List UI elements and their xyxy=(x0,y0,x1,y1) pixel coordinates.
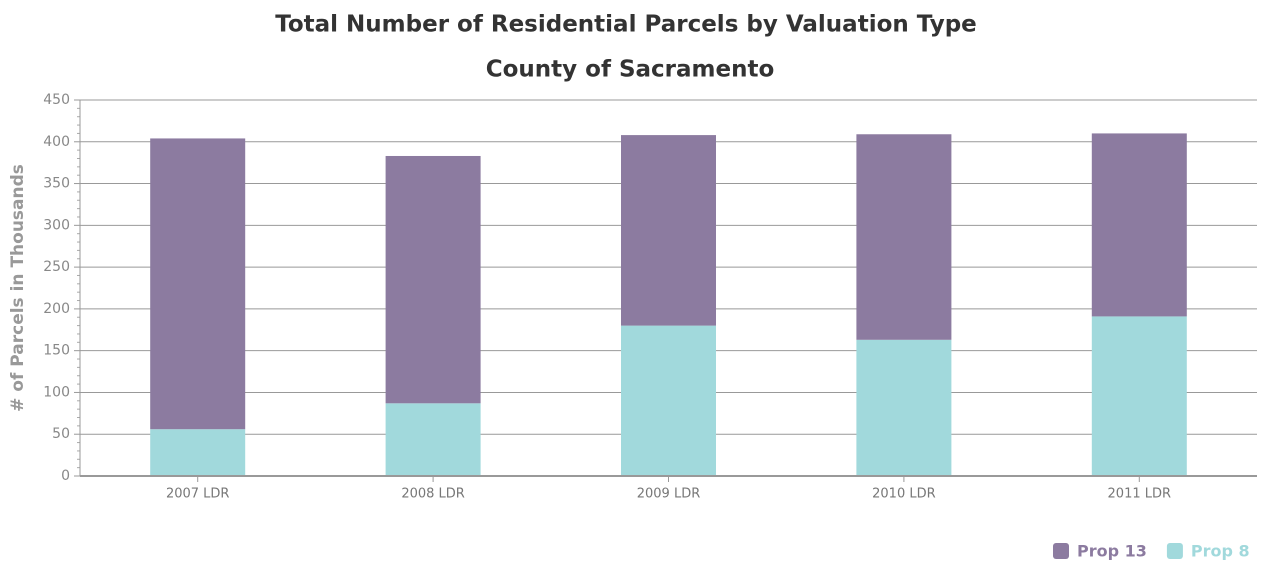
y-tick-label: 50 xyxy=(52,426,70,442)
y-tick-label: 450 xyxy=(43,92,70,108)
legend-swatch xyxy=(1053,543,1069,559)
x-tick-label: 2009 LDR xyxy=(637,487,701,502)
y-tick-label: 100 xyxy=(43,384,70,400)
chart-title: Total Number of Residential Parcels by V… xyxy=(275,12,977,38)
y-tick-label: 150 xyxy=(43,343,70,359)
bar-segment xyxy=(856,134,952,340)
y-tick-label: 200 xyxy=(43,301,70,317)
y-tick-label: 350 xyxy=(43,176,70,192)
y-axis-label: # of Parcels in Thousands xyxy=(8,164,28,412)
bar-segment xyxy=(856,339,952,476)
chart-subtitle: County of Sacramento xyxy=(486,57,775,83)
legend-label: Prop 13 xyxy=(1077,542,1147,561)
y-tick-label: 0 xyxy=(61,468,70,484)
bar-segment xyxy=(150,429,246,476)
y-tick-label: 400 xyxy=(43,134,70,150)
bar-segment xyxy=(385,155,481,404)
x-tick-label: 2010 LDR xyxy=(872,487,936,502)
y-tick-label: 300 xyxy=(43,217,70,233)
bar-segment xyxy=(621,135,716,326)
bar-segment xyxy=(150,138,246,430)
bar-segment xyxy=(1091,316,1187,476)
x-tick-label: 2011 LDR xyxy=(1108,487,1172,502)
bar-segment xyxy=(1091,133,1187,317)
legend-label: Prop 8 xyxy=(1191,542,1250,561)
y-tick-label: 250 xyxy=(43,259,70,275)
x-tick-label: 2007 LDR xyxy=(166,487,230,502)
bar-segment xyxy=(385,403,481,476)
legend-swatch xyxy=(1166,543,1183,559)
x-tick-label: 2008 LDR xyxy=(401,487,465,502)
bar-segment xyxy=(621,325,716,476)
